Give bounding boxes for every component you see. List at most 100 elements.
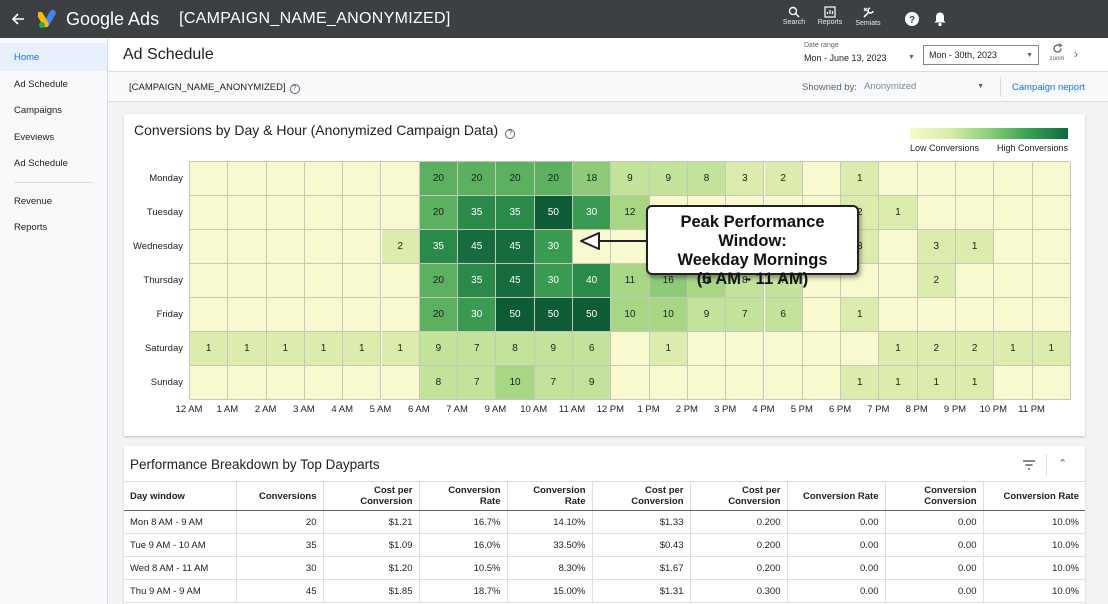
heatmap-cell[interactable]	[266, 264, 305, 298]
heatmap-cell[interactable]: 2	[764, 162, 803, 196]
heatmap-cell[interactable]: 35	[458, 264, 497, 298]
heatmap-cell[interactable]: 18	[573, 162, 612, 196]
heatmap-cell[interactable]	[343, 162, 382, 196]
heatmap-cell[interactable]	[802, 162, 842, 196]
heatmap-cell[interactable]	[802, 298, 842, 332]
column-header[interactable]: Conversion Rate	[787, 481, 886, 511]
heatmap-cell[interactable]: 9	[687, 298, 727, 332]
heatmap-cell[interactable]: 7	[458, 332, 497, 366]
heatmap-cell[interactable]	[304, 298, 344, 332]
heatmap-cell[interactable]	[687, 366, 727, 400]
heatmap-cell[interactable]	[266, 162, 305, 196]
heatmap-cell[interactable]	[190, 264, 229, 298]
heatmap-cell[interactable]	[343, 196, 382, 230]
table-row[interactable]: Mon 8 AM - 9 AM 20 $1.21 16.7% 14.10% $1.33 0.…	[124, 510, 1085, 534]
heatmap-cell[interactable]: 20	[419, 162, 459, 196]
heatmap-cell[interactable]: 6	[573, 332, 612, 366]
heatmap-cell[interactable]	[266, 230, 305, 264]
heatmap-cell[interactable]: 40	[573, 264, 612, 298]
heatmap-cell[interactable]: 1	[879, 196, 918, 230]
column-header[interactable]: Conversions	[236, 481, 324, 511]
heatmap-cell[interactable]	[190, 196, 229, 230]
heatmap-cell[interactable]	[343, 230, 382, 264]
date-range[interactable]: Date range Mon - June 13, 2023	[804, 42, 887, 63]
sidebar-item-eveviews[interactable]: Eveviews	[14, 131, 55, 143]
column-header[interactable]: Conversion Rate	[419, 481, 508, 511]
heatmap-cell[interactable]: 30	[573, 196, 612, 230]
heatmap-cell[interactable]: 12	[611, 196, 650, 230]
column-header[interactable]: Conversion Rate	[983, 481, 1085, 511]
heatmap-cell[interactable]: 30	[534, 230, 573, 264]
heatmap-cell[interactable]: 8	[419, 366, 459, 400]
zoom-button[interactable]: zoom	[1046, 43, 1068, 62]
heatmap-cell[interactable]: 35	[496, 196, 535, 230]
heatmap-cell[interactable]	[802, 366, 842, 400]
heatmap-cell[interactable]	[266, 196, 305, 230]
filter-icon[interactable]	[1022, 458, 1036, 476]
heatmap-cell[interactable]: 1	[304, 332, 344, 366]
heatmap-cell[interactable]	[956, 162, 995, 196]
heatmap-cell[interactable]	[343, 366, 382, 400]
heatmap-cell[interactable]: 1	[956, 230, 995, 264]
heatmap-cell[interactable]: 1	[1032, 332, 1071, 366]
search-tool[interactable]: Search	[776, 6, 812, 26]
heatmap-cell[interactable]: 3	[917, 230, 956, 264]
heatmap-cell[interactable]: 1	[994, 332, 1033, 366]
heatmap-cell[interactable]: 45	[496, 230, 535, 264]
chevron-up-icon[interactable]: ⌃	[1058, 458, 1068, 470]
heatmap-cell[interactable]	[266, 298, 305, 332]
heatmap-cell[interactable]: 9	[573, 366, 612, 400]
heatmap-cell[interactable]	[381, 366, 420, 400]
heatmap-cell[interactable]	[381, 196, 420, 230]
heatmap-cell[interactable]: 6	[764, 298, 803, 332]
heatmap-cell[interactable]	[190, 230, 229, 264]
heatmap-cell[interactable]	[304, 196, 344, 230]
heatmap-cell[interactable]: 1	[956, 366, 995, 400]
heatmap-cell[interactable]	[228, 264, 267, 298]
heatmap-cell[interactable]	[611, 366, 650, 400]
heatmap-cell[interactable]	[266, 366, 305, 400]
showned-by-select[interactable]: Anonymized ▼	[864, 78, 988, 96]
heatmap-cell[interactable]: 7	[458, 366, 497, 400]
heatmap-cell[interactable]	[343, 264, 382, 298]
heatmap-cell[interactable]: 20	[496, 162, 535, 196]
campaign-report-link[interactable]: Campaign neport	[1012, 82, 1085, 93]
sidebar-item-revenue[interactable]: Revenue	[14, 195, 53, 207]
column-header[interactable]: Cost per Conversion	[690, 481, 788, 511]
heatmap-cell[interactable]: 1	[190, 332, 229, 366]
heatmap-cell[interactable]	[190, 298, 229, 332]
heatmap-cell[interactable]: 1	[841, 162, 880, 196]
google-ads-logo[interactable]: Google Ads	[38, 9, 159, 30]
heatmap-cell[interactable]: 1	[917, 366, 956, 400]
heatmap-cell[interactable]	[879, 162, 918, 196]
heatmap-cell[interactable]: 8	[496, 332, 535, 366]
heatmap-cell[interactable]	[841, 332, 880, 366]
heatmap-cell[interactable]	[190, 366, 229, 400]
heatmap-cell[interactable]: 45	[458, 230, 497, 264]
heatmap-cell[interactable]	[649, 366, 688, 400]
heatmap-cell[interactable]	[994, 196, 1033, 230]
heatmap-cell[interactable]: 10	[496, 366, 535, 400]
heatmap-cell[interactable]	[304, 366, 344, 400]
heatmap-cell[interactable]: 1	[879, 332, 918, 366]
heatmap-cell[interactable]	[764, 332, 803, 366]
heatmap-cell[interactable]	[190, 162, 229, 196]
sidebar-item-home[interactable]: Home	[0, 43, 107, 71]
heatmap-cell[interactable]: 20	[419, 264, 459, 298]
heatmap-cell[interactable]: 2	[917, 264, 956, 298]
heatmap-cell[interactable]: 1	[841, 298, 880, 332]
heatmap-cell[interactable]: 1	[879, 366, 918, 400]
heatmap-cell[interactable]	[228, 162, 267, 196]
heatmap-cell[interactable]: 50	[534, 298, 573, 332]
heatmap-cell[interactable]	[228, 196, 267, 230]
heatmap-cell[interactable]	[687, 332, 727, 366]
heatmap-cell[interactable]	[917, 196, 956, 230]
heatmap-cell[interactable]	[304, 230, 344, 264]
chevron-right-icon[interactable]: ›	[1074, 47, 1078, 61]
heatmap-cell[interactable]: 10	[649, 298, 688, 332]
column-header[interactable]: Conversion Conversion	[885, 481, 984, 511]
heatmap-cell[interactable]	[956, 298, 995, 332]
heatmap-cell[interactable]: 3	[726, 162, 765, 196]
heatmap-cell[interactable]	[994, 366, 1033, 400]
heatmap-cell[interactable]: 30	[534, 264, 573, 298]
